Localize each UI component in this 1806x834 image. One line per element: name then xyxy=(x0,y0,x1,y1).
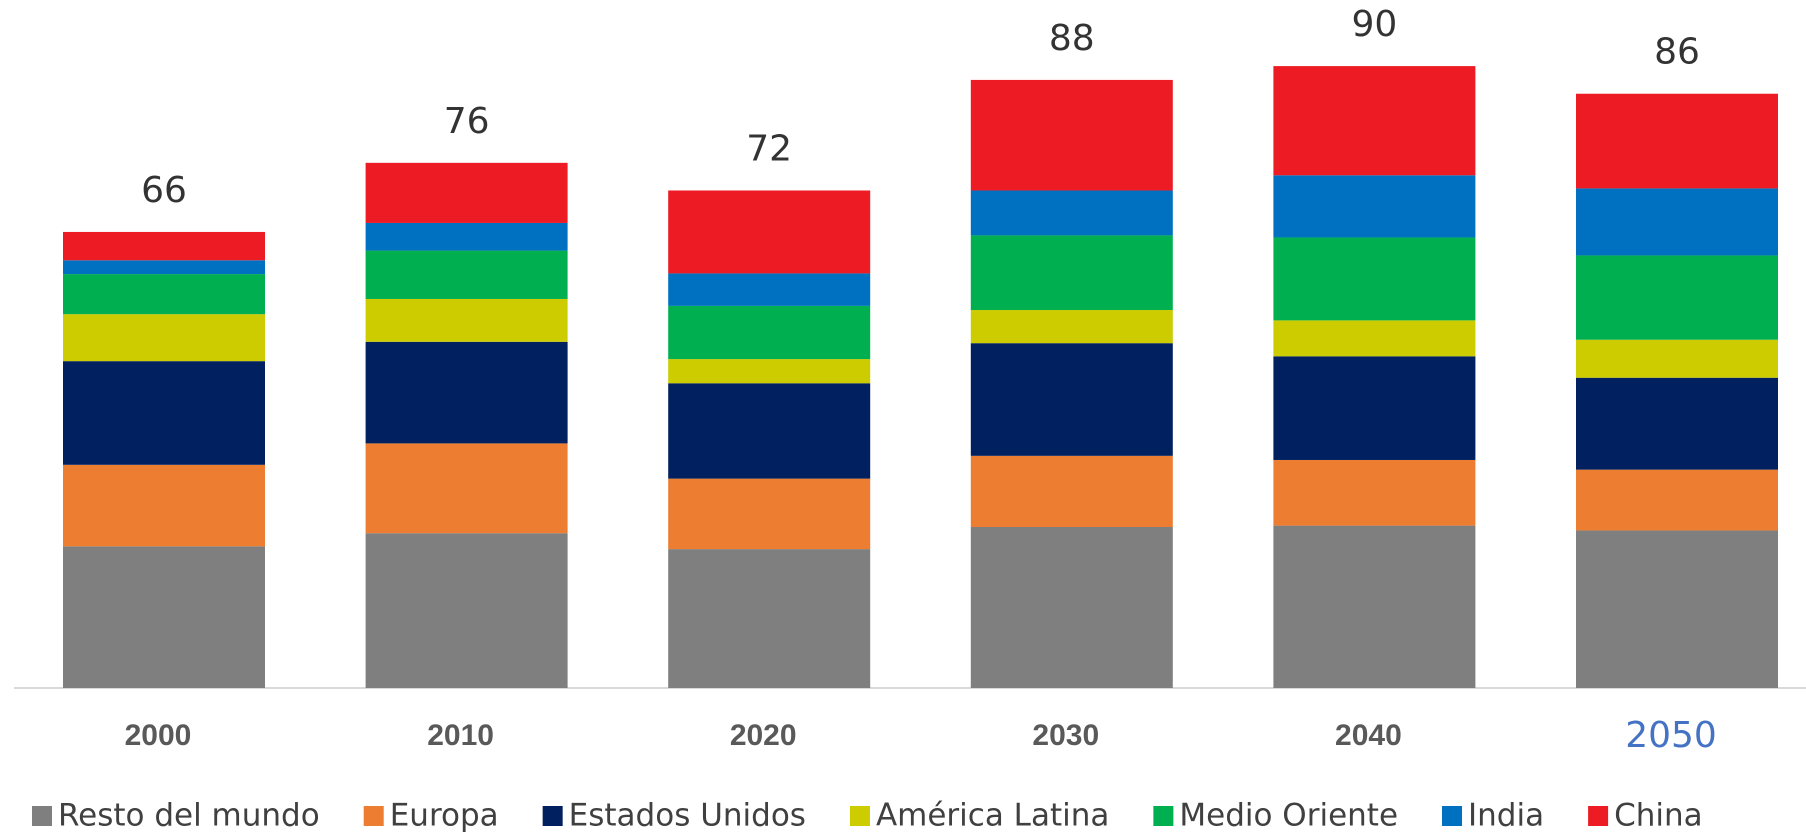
bar-segment xyxy=(63,464,265,547)
bar-segment xyxy=(668,273,871,306)
x-tick-label: 2040 xyxy=(1335,719,1402,752)
x-tick-label: 2020 xyxy=(730,719,797,752)
bar-segment xyxy=(1576,93,1778,189)
legend-swatch xyxy=(32,806,52,826)
legend-swatch xyxy=(363,806,384,826)
bar-segment xyxy=(970,235,1173,311)
bar-segment xyxy=(63,546,265,688)
legend-swatch xyxy=(1442,806,1463,826)
legend-label: Europa xyxy=(390,798,499,834)
legend-swatch xyxy=(1588,806,1609,826)
bar-segment xyxy=(63,260,265,275)
bar-segment xyxy=(970,310,1173,344)
bar-segment xyxy=(365,341,568,444)
bar-segment xyxy=(668,190,871,274)
x-tick-label: 2010 xyxy=(427,719,494,752)
x-tick-label: 2050 xyxy=(1625,715,1717,756)
legend-label: América Latina xyxy=(876,798,1109,834)
bar-segment xyxy=(63,314,265,362)
total-label: 66 xyxy=(141,170,187,211)
bar-segment xyxy=(1273,320,1476,357)
bar-segment xyxy=(1273,175,1476,238)
legend-swatch xyxy=(542,806,563,826)
total-label: 72 xyxy=(746,128,792,169)
bar-segment xyxy=(1576,255,1778,340)
bar-segment xyxy=(970,526,1173,688)
total-label: 76 xyxy=(444,101,490,142)
bar-segment xyxy=(970,79,1173,191)
bar-segment xyxy=(970,455,1173,527)
bar-segment xyxy=(668,359,871,384)
bar-segment xyxy=(1273,356,1476,460)
bar-segment xyxy=(365,533,568,688)
total-label: 90 xyxy=(1351,4,1397,45)
bar-segment xyxy=(1576,339,1778,378)
bar-segment xyxy=(970,190,1173,236)
x-tick-label: 2000 xyxy=(125,719,192,752)
total-label: 86 xyxy=(1654,32,1700,73)
legend-label: China xyxy=(1614,798,1703,834)
bar-segment xyxy=(1273,459,1476,526)
bar-segment xyxy=(1273,66,1476,176)
bar-segment xyxy=(668,383,871,479)
legend-label: Medio Oriente xyxy=(1179,798,1398,834)
bar-segment xyxy=(63,361,265,465)
legend-swatch xyxy=(849,806,870,826)
bar-segment xyxy=(365,222,568,251)
legend-label: India xyxy=(1468,798,1544,834)
bar-segment xyxy=(668,478,871,550)
bar-segment xyxy=(1576,469,1778,531)
x-tick-label: 2030 xyxy=(1032,719,1099,752)
legend-label: Estados Unidos xyxy=(569,798,806,834)
bar-segment xyxy=(63,274,265,315)
bar-segment xyxy=(365,250,568,299)
legend-swatch xyxy=(1153,806,1174,826)
bar-segment xyxy=(1576,530,1778,688)
bar-segment xyxy=(668,305,871,360)
bar-segment xyxy=(668,549,871,688)
bar-segment xyxy=(1273,237,1476,321)
bar-segment xyxy=(365,443,568,534)
bar-segment xyxy=(970,343,1173,456)
total-label: 88 xyxy=(1049,18,1095,59)
bar-segment xyxy=(1576,188,1778,256)
bar-segment xyxy=(1576,377,1778,470)
bar-segment xyxy=(365,162,568,223)
bar-segment xyxy=(1273,525,1476,688)
legend-label: Resto del mundo xyxy=(58,798,320,834)
bar-segment xyxy=(365,298,568,342)
bar-segment xyxy=(63,231,265,261)
